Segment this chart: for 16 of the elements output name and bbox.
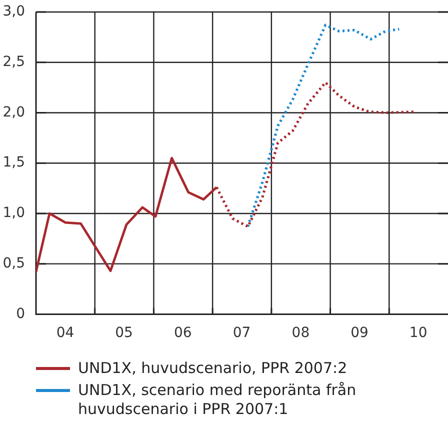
y-tick-label: 2,0 [2, 104, 25, 120]
x-tick-label: 07 [232, 325, 251, 342]
legend-label: UND1X, huvudscenario, PPR 2007:2 [78, 359, 348, 378]
x-tick-label: 08 [292, 325, 310, 342]
y-tick-label: 0 [16, 306, 25, 322]
x-tick-label: 05 [115, 325, 133, 342]
x-tick-label: 09 [350, 325, 368, 342]
y-tick-label: 2,5 [2, 54, 25, 70]
x-tick-label: 04 [56, 325, 74, 342]
x-tick-label: 06 [174, 325, 192, 342]
y-tick-label: 1,0 [2, 205, 25, 222]
y-tick-label: 1,5 [2, 154, 25, 171]
legend-label: UND1X, scenario med reporänta från huvudscenario i PPR 2007:1 [78, 381, 358, 419]
y-tick-label: 0,5 [2, 255, 25, 272]
x-tick-label: 10 [409, 325, 428, 342]
y-tick-label: 3,0 [2, 4, 25, 20]
